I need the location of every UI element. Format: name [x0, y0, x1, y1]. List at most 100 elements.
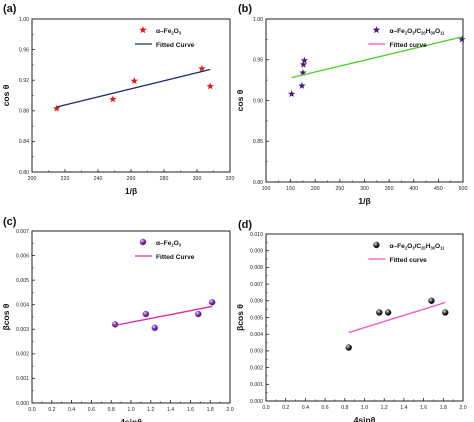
x-tick-label: 300 — [360, 186, 369, 192]
x-tick-label: 2.0 — [459, 405, 466, 411]
y-tick-label: 0.004 — [250, 332, 263, 338]
data-point — [109, 95, 117, 103]
label-part: Fitted Curve — [156, 254, 195, 261]
fitted-line — [56, 68, 211, 108]
data-point — [376, 309, 383, 316]
y-axis-label: cos θ — [1, 84, 11, 106]
chart-panel-3: 0.0 0.2 0.4 0.6 0.8 1.0 1.2 1.4 1.6 1.8 2.0 0.000 0.… — [1, 216, 234, 422]
x-tick-label: 0.2 — [48, 407, 55, 413]
label-part: α–Fe — [389, 28, 405, 35]
y-tick-label: 0.005 — [16, 278, 29, 284]
y-tick-label: 0.007 — [16, 229, 29, 235]
x-tick-label: 1.2 — [381, 405, 388, 411]
data-point — [428, 297, 435, 304]
data-point — [458, 35, 466, 43]
x-tick-label: 200 — [311, 186, 320, 192]
plot-frame — [31, 18, 231, 173]
label-part: /C — [415, 243, 422, 250]
x-tick-label: 1.0 — [127, 407, 134, 413]
x-tick-label: 0.4 — [302, 405, 309, 411]
panel-label: (c) — [3, 216, 17, 228]
subscript: 3 — [179, 31, 182, 36]
x-tick-label: 100 — [262, 186, 271, 192]
data-point — [442, 309, 449, 316]
x-tick-label: 0.6 — [88, 407, 95, 413]
label-part: O — [435, 243, 440, 250]
y-tick-label: 0.010 — [250, 232, 263, 238]
legend-swatch-marker — [139, 26, 147, 34]
subscript: 20 — [421, 31, 426, 36]
y-tick-label: 0.002 — [16, 352, 29, 358]
x-tick-label: 500 — [459, 186, 468, 192]
y-tick-label: 0.96 — [19, 47, 29, 53]
x-axis-label: 4sinθ — [120, 417, 142, 422]
x-tick-label: 250 — [336, 186, 345, 192]
x-tick-label: 1.6 — [420, 405, 427, 411]
data-point — [299, 60, 308, 68]
fitted-line — [291, 36, 463, 79]
x-tick-label: 1.8 — [440, 405, 447, 411]
subscript: 30 — [430, 31, 435, 36]
y-tick-label: 0.000 — [16, 401, 29, 407]
y-tick-label: 1.00 — [19, 17, 29, 23]
label-part: Fitted curve — [389, 42, 427, 49]
plot-frame — [265, 233, 464, 402]
legend-swatch-marker — [373, 241, 380, 249]
label-part: H — [426, 243, 431, 250]
x-tick-label: 350 — [385, 186, 394, 192]
label-part: α–Fe — [156, 28, 172, 35]
x-tick-label: 400 — [409, 186, 418, 192]
y-tick-label: 0.000 — [250, 399, 263, 405]
x-tick-label: 260 — [127, 176, 136, 182]
y-tick-label: 0.001 — [16, 376, 29, 382]
x-tick-label: 450 — [434, 186, 443, 192]
y-tick-label: 0.92 — [19, 78, 29, 84]
x-tick-label: 150 — [286, 186, 295, 192]
y-tick-label: 0.80 — [19, 170, 29, 176]
x-axis-label: 1/β — [358, 196, 370, 206]
label-part: /C — [415, 28, 422, 35]
subscript: 11 — [440, 246, 445, 251]
data-point — [384, 309, 392, 316]
data-point — [195, 310, 202, 318]
panel-label: (a) — [3, 3, 17, 15]
x-axis-label: 4sinθ — [354, 415, 376, 422]
legend-swatch-marker — [372, 26, 381, 34]
chart-panel-2: 100 150 200 250 300 350 400 450 500 0.80 0.85 0.90 0… — [235, 3, 467, 206]
subscript: 2 — [171, 243, 174, 248]
x-tick-label: 1.4 — [400, 405, 407, 411]
data-point — [300, 56, 309, 64]
legend-label: α–Fe2O3/C20H30O11 — [389, 28, 445, 36]
x-tick-label: 1.4 — [167, 407, 174, 413]
data-point — [345, 344, 352, 351]
data-point — [142, 310, 150, 318]
chart-panel-1: 200 220 240 260 280 300 320 0.80 0.84 0.88 0.92 0.9… — [1, 3, 234, 196]
label-part: H — [426, 28, 431, 35]
label-part: α–Fe — [389, 243, 405, 250]
y-tick-label: 1.00 — [253, 17, 263, 23]
data-point — [130, 77, 138, 85]
x-tick-label: 1.6 — [187, 407, 194, 413]
y-axis-label: cos θ — [235, 89, 245, 111]
subscript: 3 — [412, 246, 415, 251]
legend-label: α–Fe2O3/C20H30O11 — [389, 243, 445, 251]
x-tick-label: 320 — [226, 176, 235, 182]
y-tick-label: 0.008 — [250, 265, 263, 271]
y-tick-label: 0.95 — [253, 58, 263, 64]
fitted-line — [348, 301, 446, 334]
legend-label: α–Fe2O3 — [156, 240, 182, 248]
data-point — [198, 64, 206, 72]
subscript: 2 — [405, 246, 408, 251]
x-tick-label: 0.2 — [282, 405, 289, 411]
label-part: O — [174, 28, 179, 35]
x-tick-label: 280 — [160, 176, 169, 182]
label-part: O — [174, 240, 179, 247]
legend-label: Fitted Curve — [156, 42, 195, 49]
x-tick-label: 0.8 — [341, 405, 348, 411]
label-part: Fitted Curve — [156, 42, 195, 49]
legend-swatch-marker — [139, 238, 147, 246]
x-tick-label: 200 — [28, 176, 37, 182]
fitted-line — [115, 305, 213, 326]
x-axis-label: 1/β — [125, 186, 137, 196]
x-tick-label: 1.0 — [361, 405, 368, 411]
